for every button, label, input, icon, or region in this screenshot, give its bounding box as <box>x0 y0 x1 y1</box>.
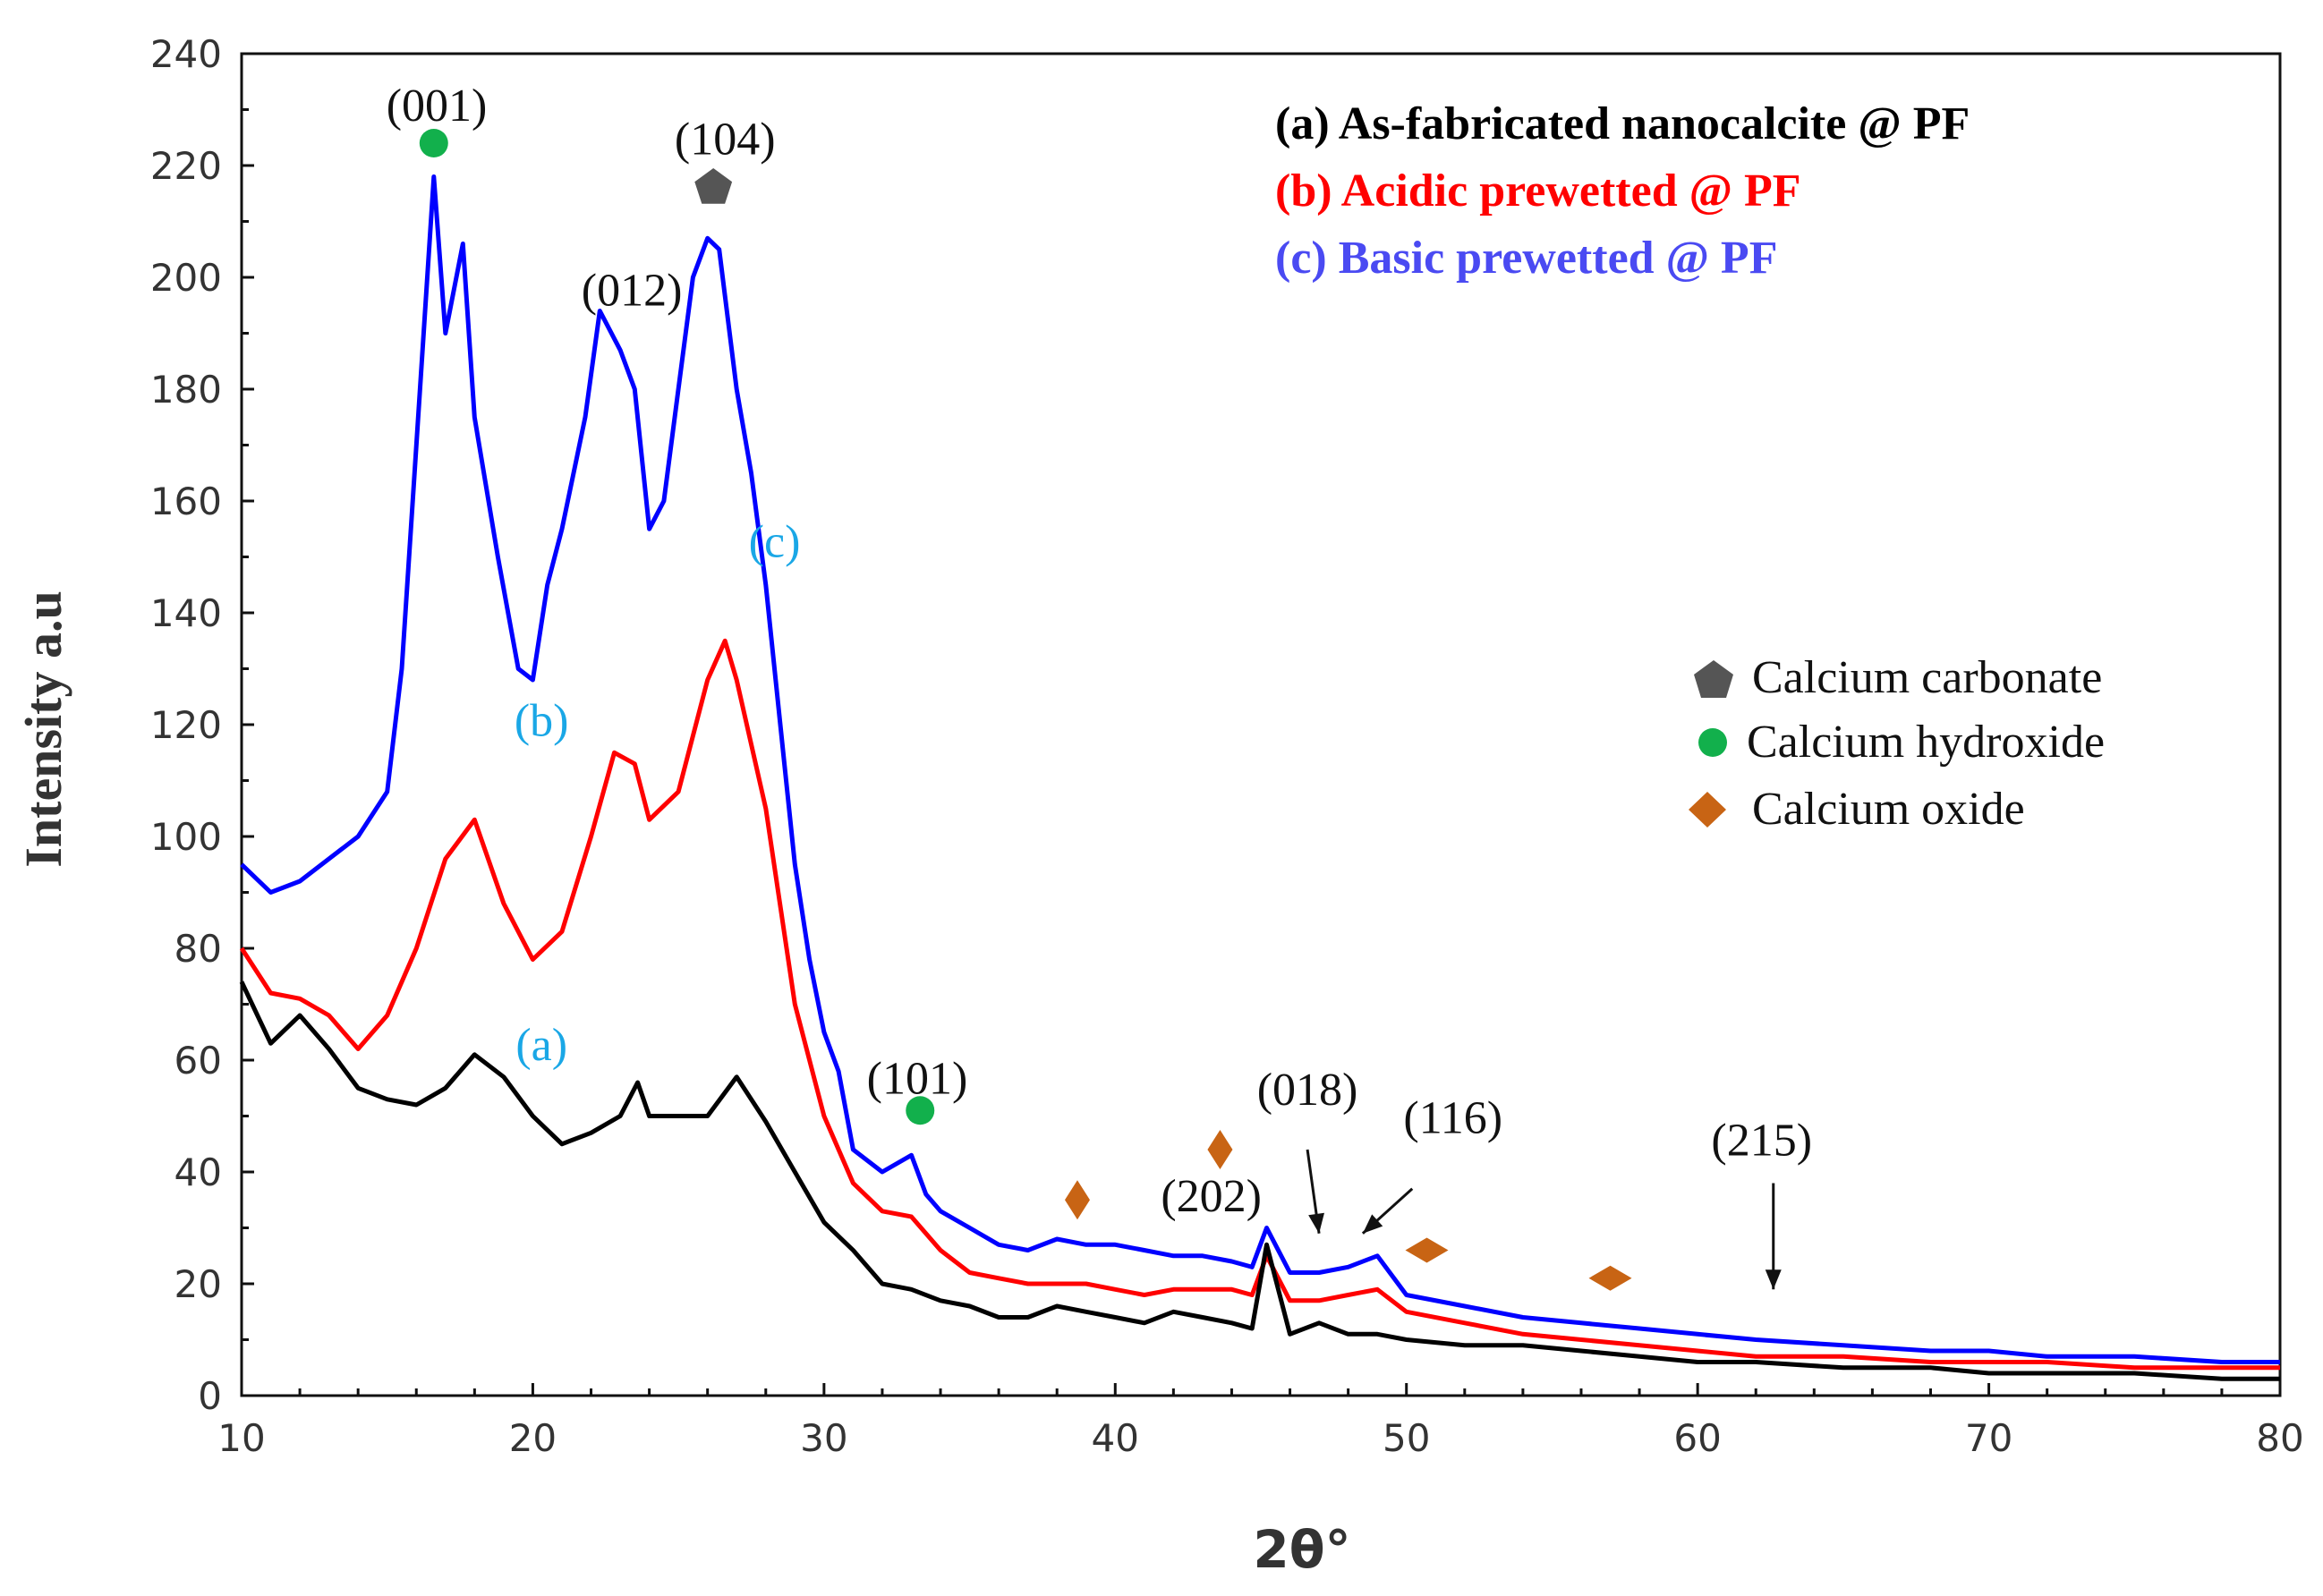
y-tick-label: 140 <box>150 591 222 635</box>
y-axis-title: Intensity a.u <box>14 590 72 867</box>
x-tick-label: 60 <box>1673 1416 1721 1460</box>
arrow-layer <box>1306 1149 1782 1290</box>
peak-annotation: (215) <box>1711 1115 1812 1166</box>
legend-calcium-oxide: Calcium oxide <box>1752 784 2025 835</box>
y-tick-label: 40 <box>174 1150 222 1194</box>
calcium-carbonate-marker <box>694 168 733 204</box>
y-tick-label: 200 <box>150 256 222 300</box>
legend-diamond-icon <box>1689 792 1726 828</box>
calcium-hydroxide-marker <box>906 1096 935 1125</box>
legend-circle-icon <box>1698 728 1727 757</box>
x-tick-label: 80 <box>2256 1416 2303 1460</box>
legend-calcium-carbonate: Calcium carbonate <box>1752 652 2102 703</box>
series-a-line <box>239 981 2280 1381</box>
peak-arrow <box>1765 1183 1782 1290</box>
y-tick-label: 220 <box>150 144 222 188</box>
x-tick-label: 70 <box>1965 1416 2012 1460</box>
peak-annotation: (012) <box>582 265 683 316</box>
series-layer <box>239 174 2280 1381</box>
peak-annotation: (c) <box>749 517 801 568</box>
peak-arrow <box>1306 1149 1324 1234</box>
y-tick-label: 80 <box>174 927 222 971</box>
y-tick-label: 0 <box>198 1374 222 1418</box>
y-tick-label: 180 <box>150 368 222 412</box>
peak-annotation: (018) <box>1257 1065 1358 1116</box>
x-tick-label: 50 <box>1383 1416 1430 1460</box>
x-tick-label: 40 <box>1092 1416 1139 1460</box>
phase-legend: Calcium carbonate Calcium hydroxide Calc… <box>1689 652 2105 835</box>
x-axis-title: 2θ° <box>1253 1519 1350 1580</box>
calcium-oxide-marker <box>1405 1237 1449 1263</box>
annotation-layer: (001) (104) (012) (c) (b) (a) (101) (018) (116) (… <box>387 81 1812 1222</box>
peak-annotation: (202) <box>1161 1171 1262 1222</box>
y-tick-label: 120 <box>150 703 222 747</box>
legend-calcium-hydroxide: Calcium hydroxide <box>1747 717 2105 768</box>
series-legend: (a) As-fabricated nanocalcite @ PF (b) A… <box>1275 98 1970 284</box>
axis-ticks <box>240 52 2282 1397</box>
legend-entry-a: (a) As-fabricated nanocalcite @ PF <box>1275 98 1970 149</box>
legend-pentagon-icon <box>1694 660 1733 698</box>
x-tick-label: 20 <box>509 1416 557 1460</box>
peak-annotation: (104) <box>675 115 776 166</box>
x-tick-label: 10 <box>217 1416 265 1460</box>
y-tick-label: 60 <box>174 1039 222 1082</box>
legend-entry-b: (b) Acidic prewetted @ PF <box>1275 166 1801 216</box>
tick-labels: 0 20 40 60 80 100 120 140 160 180 200 220 240 10 20 30 4… <box>150 32 2304 1460</box>
peak-annotation: (a) <box>515 1020 567 1071</box>
calcium-oxide-marker <box>1588 1265 1632 1291</box>
calcium-hydroxide-marker <box>419 129 448 157</box>
y-tick-label: 20 <box>174 1262 222 1306</box>
peak-annotation: (116) <box>1403 1092 1502 1143</box>
x-tick-label: 30 <box>800 1416 847 1460</box>
y-tick-label: 160 <box>150 480 222 523</box>
calcium-oxide-marker <box>1064 1180 1090 1220</box>
y-tick-label: 100 <box>150 815 222 859</box>
marker-layer <box>419 129 1632 1291</box>
peak-annotation: (001) <box>387 81 488 132</box>
series-c-line <box>240 174 2280 1364</box>
peak-arrow <box>1361 1187 1414 1235</box>
calcium-oxide-marker <box>1207 1130 1233 1169</box>
peak-annotation: (101) <box>867 1054 968 1105</box>
series-b-line <box>239 638 2280 1371</box>
legend-entry-c: (c) Basic prewetted @ PF <box>1275 233 1777 284</box>
y-tick-label: 240 <box>150 32 222 76</box>
peak-annotation: (b) <box>515 696 569 747</box>
